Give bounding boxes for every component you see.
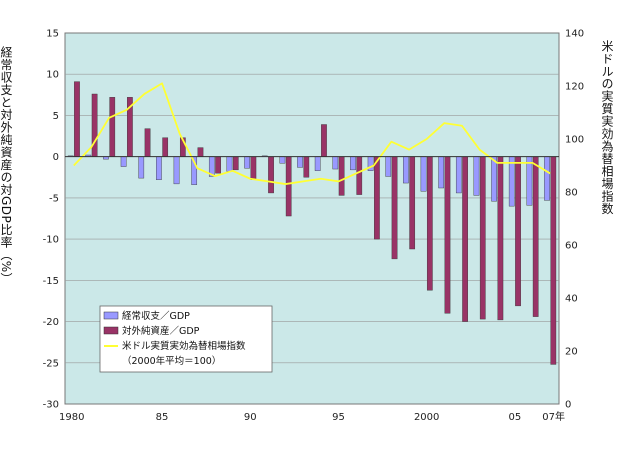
bar-net-assets [74,81,80,157]
left-tick-label: 5 [53,111,59,122]
bar-net-assets [232,156,239,171]
fx-index-line [73,82,551,185]
bar-current-account [403,156,409,184]
bar-net-assets [409,156,416,250]
bar-current-account [526,156,533,206]
right-tick-label: 40 [565,294,578,305]
bar-current-account [473,156,480,196]
bar-net-assets [162,137,169,157]
x-axis-ticks: 1980 85 90 95 2000 05 07年 [59,410,565,423]
left-tick-label: -20 [43,317,59,328]
left-axis-ticks: 15 10 5 0 -5 -10 -15 -20 -25 -30 [43,29,59,411]
bar-current-account [226,156,233,172]
left-axis-title: 経常収支と対外純資産の対GDP比率（%） [0,46,13,286]
bar-net-assets [197,147,204,157]
x-tick-label: 85 [156,412,169,423]
bar-net-assets [303,156,310,178]
bar-current-account [420,156,427,192]
left-tick-label: -10 [43,235,59,246]
bar-net-assets [321,124,327,157]
x-tick-label: 95 [332,412,345,423]
x-tick-label: 2000 [414,412,439,423]
left-tick-label: -5 [49,193,59,204]
bar-net-assets [338,156,345,196]
x-tick-label: 07年 [542,410,565,423]
right-axis-ticks: 140 120 100 80 60 40 20 0 [565,29,584,411]
bar-current-account [385,156,392,177]
legend-swatch-current-account [103,311,119,320]
bar-net-assets [285,156,292,217]
bar-net-assets [91,93,98,157]
bar-net-assets [444,156,451,314]
left-tick-label: 0 [53,152,59,163]
bar-net-assets [550,156,557,365]
bar-current-account [491,156,497,202]
bar-current-account [332,156,339,170]
right-tick-label: 20 [565,347,578,358]
bar-current-account [279,156,286,164]
right-tick-label: 0 [565,400,571,411]
left-tick-label: -25 [43,358,59,369]
bar-net-assets [109,97,116,157]
right-tick-label: 60 [565,241,578,252]
bar-net-assets [479,156,486,320]
right-axis-title: 米ドルの実質実効為替相場指数 [600,40,614,216]
legend: 経常収支／GDP 対外純資産／GDP 米ドル実質実効為替相場指数 （2000年平… [99,305,273,373]
bar-net-assets [515,156,521,307]
legend-label-net-assets: 対外純資産／GDP [122,325,200,337]
left-tick-label: -15 [43,276,59,287]
bar-net-assets [391,156,398,260]
bar-current-account [138,156,145,179]
bar-current-account [156,156,162,180]
right-tick-label: 80 [565,188,578,199]
left-tick-label: -30 [43,400,59,411]
legend-box [99,305,273,373]
right-tick-label: 120 [565,82,584,93]
left-tick-label: 15 [46,29,59,40]
legend-label-current-account: 経常収支／GDP [122,310,190,322]
bar-net-assets [268,156,274,194]
bar-current-account [438,156,445,189]
bar-net-assets [250,156,257,180]
bar-net-assets [356,156,363,195]
bar-current-account [350,156,356,171]
bar-net-assets [374,156,380,240]
fx-line [73,82,551,185]
legend-swatch-net-assets [103,326,119,335]
bar-current-account [297,156,303,168]
bar-current-account [455,156,462,194]
bar-current-account [544,156,550,201]
gridlines [65,73,559,364]
bar-net-assets [532,156,539,317]
x-tick-label: 1980 [59,412,84,423]
bar-net-assets [144,128,151,157]
bar-net-assets [497,156,504,321]
legend-note: （2000年平均＝100） [122,355,221,367]
left-tick-label: 10 [46,70,59,81]
right-tick-label: 140 [565,29,584,40]
bar-net-assets [462,156,468,322]
bar-current-account [173,156,180,185]
bar-current-account [508,156,515,207]
x-tick-label: 90 [244,412,257,423]
bar-net-assets [426,156,433,291]
bar-current-account [120,156,127,167]
bars [67,81,557,365]
bar-current-account [244,156,250,169]
x-tick-label: 05 [509,412,522,423]
bar-net-assets [215,156,221,174]
right-tick-label: 100 [565,135,584,146]
legend-label-fx: 米ドル実質実効為替相場指数 [122,340,246,352]
bar-current-account [314,156,321,171]
